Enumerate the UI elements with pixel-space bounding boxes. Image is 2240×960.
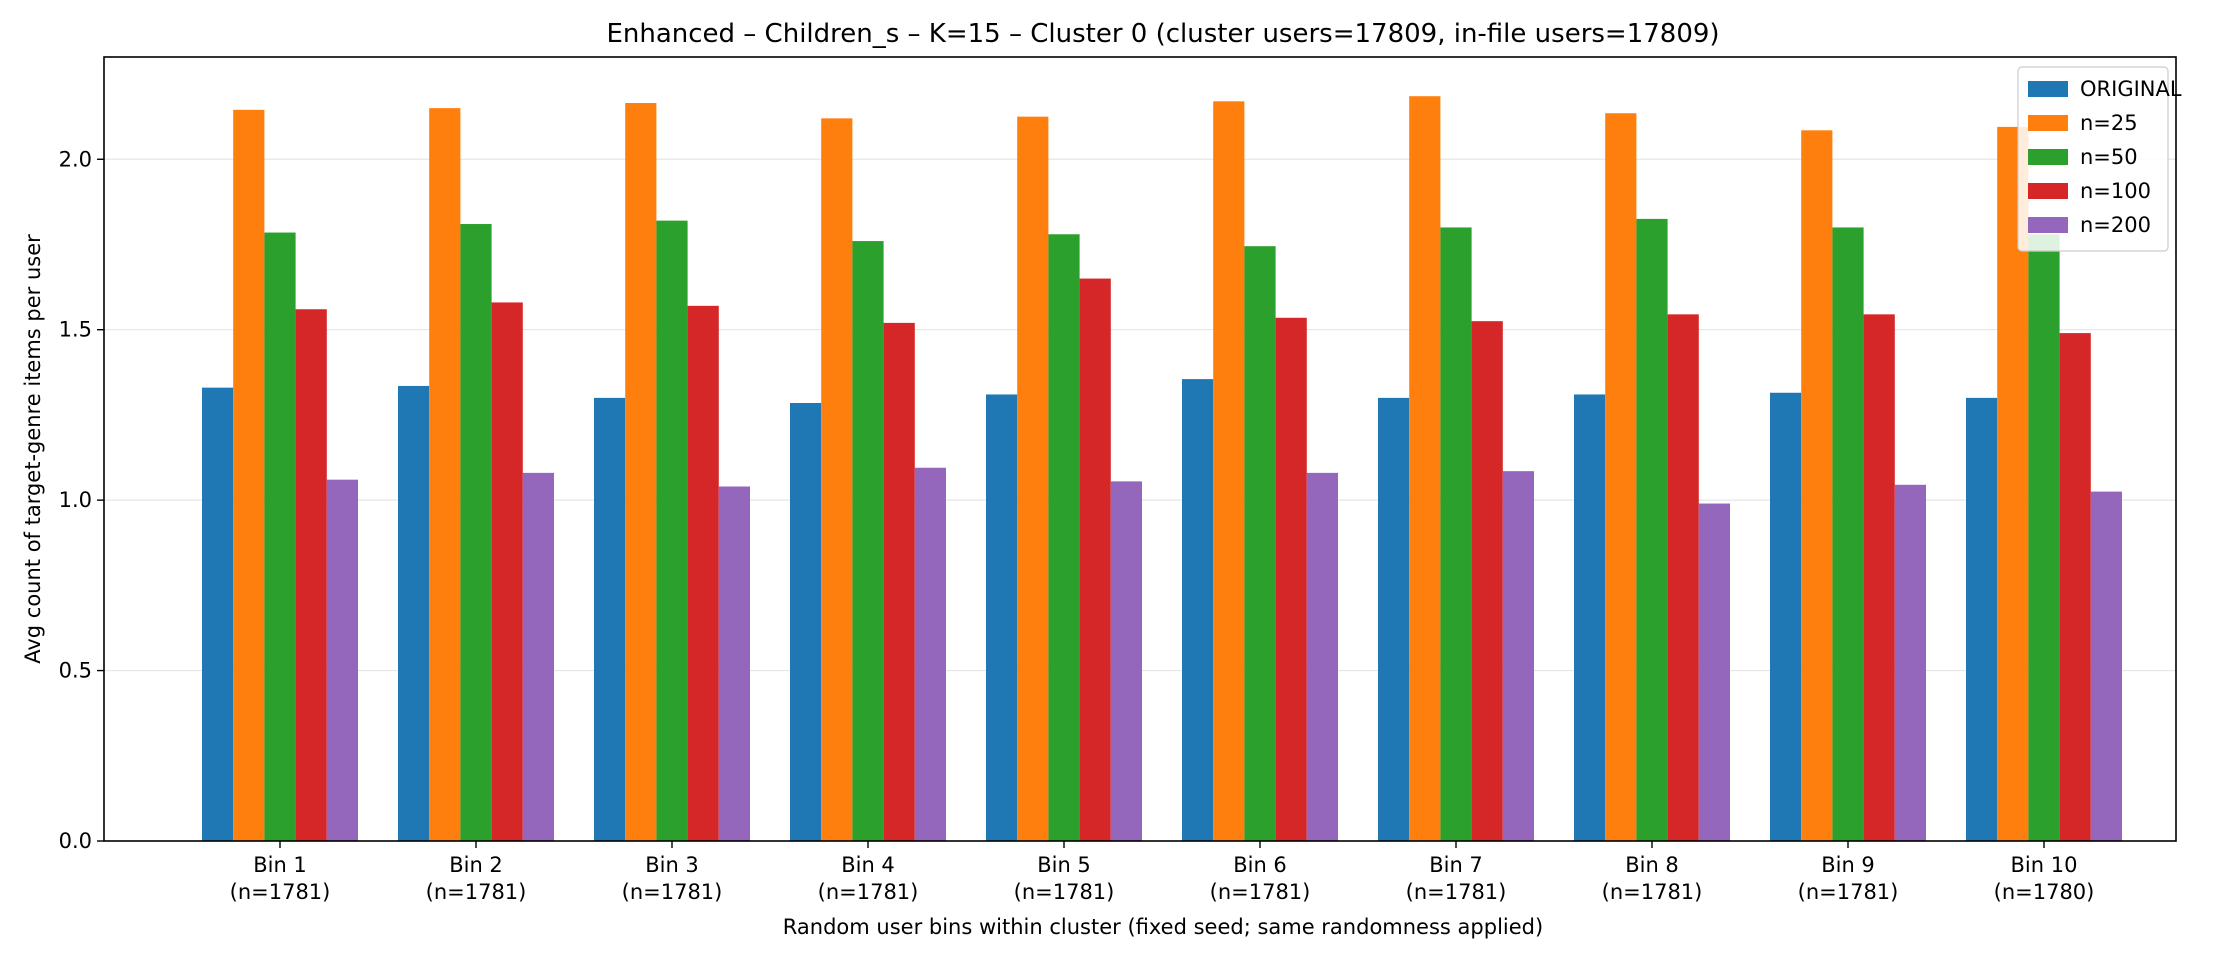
x-tick-sublabel: (n=1781): [230, 880, 331, 904]
x-tick-sublabel: (n=1781): [1014, 880, 1115, 904]
legend-label: ORIGINAL: [2080, 77, 2182, 101]
bar-n50-bin-2: [460, 224, 492, 841]
bar-n25-bin-1: [233, 109, 265, 842]
legend-swatch: [2028, 149, 2068, 165]
y-tick-label: 1.5: [59, 318, 92, 342]
bar-n50-bin-1: [264, 232, 296, 841]
bar-n100-bin-3: [687, 305, 719, 841]
legend-label: n=200: [2080, 213, 2151, 237]
legend-label: n=50: [2080, 145, 2138, 169]
x-tick-sublabel: (n=1781): [818, 880, 919, 904]
legend-swatch: [2028, 115, 2068, 131]
bar-original-bin-5: [986, 394, 1018, 841]
x-tick-label: Bin 5: [1037, 853, 1091, 877]
bar-n25-bin-4: [821, 118, 853, 842]
bar-n50-bin-5: [1048, 234, 1080, 841]
y-axis-label: Avg count of target-genre items per user: [21, 234, 45, 664]
x-tick-label: Bin 10: [2011, 853, 2078, 877]
bar-n100-bin-8: [1667, 314, 1699, 841]
bar-n25-bin-5: [1017, 116, 1049, 842]
bar-n50-bin-8: [1636, 218, 1668, 842]
bar-n100-bin-10: [2059, 333, 2091, 841]
bar-n25-bin-2: [429, 108, 461, 841]
x-tick-label: Bin 4: [841, 853, 895, 877]
x-tick-label: Bin 9: [1821, 853, 1875, 877]
bar-n25-bin-7: [1409, 96, 1441, 841]
bar-n25-bin-8: [1605, 113, 1637, 842]
x-tick-label: Bin 8: [1625, 853, 1679, 877]
bar-n100-bin-6: [1275, 317, 1307, 841]
x-tick-label: Bin 6: [1233, 853, 1287, 877]
bar-n50-bin-9: [1832, 227, 1864, 841]
chart-title: Enhanced – Children_s – K=15 – Cluster 0…: [606, 19, 1719, 49]
bar-original-bin-7: [1378, 397, 1410, 841]
bar-n200-bin-7: [1502, 471, 1534, 841]
y-axis: 0.0 0.5 1.0 1.5 2.0: [59, 147, 104, 853]
bar-original-bin-4: [790, 402, 822, 841]
x-tick-sublabel: (n=1781): [426, 880, 527, 904]
legend-label: n=25: [2080, 111, 2138, 135]
bar-n200-bin-5: [1110, 481, 1142, 841]
bar-n25-bin-6: [1213, 101, 1245, 841]
bar-n50-bin-7: [1440, 227, 1472, 841]
bar-original-bin-2: [398, 385, 430, 841]
bar-n50-bin-4: [852, 241, 884, 841]
x-tick-label: Bin 3: [645, 853, 699, 877]
x-tick-label: Bin 2: [449, 853, 503, 877]
bar-n50-bin-6: [1244, 246, 1276, 841]
bar-original-bin-9: [1770, 392, 1802, 841]
bars: [202, 96, 2122, 842]
y-tick-label: 0.0: [59, 829, 92, 853]
bar-n100-bin-4: [883, 322, 915, 841]
x-axis: Bin 1 (n=1781) Bin 2 (n=1781) Bin 3 (n=1781) B…: [230, 841, 2095, 904]
bar-n100-bin-7: [1471, 321, 1503, 841]
bar-original-bin-8: [1574, 394, 1606, 841]
x-tick-sublabel: (n=1780): [1994, 880, 2095, 904]
bar-n100-bin-9: [1863, 314, 1895, 841]
bar-n200-bin-3: [718, 486, 750, 841]
x-axis-label: Random user bins within cluster (fixed s…: [783, 915, 1543, 939]
legend-swatch: [2028, 217, 2068, 233]
bar-n50-bin-10: [2028, 234, 2060, 841]
x-tick-label: Bin 1: [253, 853, 307, 877]
bar-n100-bin-5: [1079, 278, 1111, 842]
plot-area-frame: [103, 56, 2177, 842]
legend-box: [2017, 66, 2169, 252]
legend: ORIGINAL n=25 n=50 n=100 n=200: [2017, 66, 2182, 252]
bar-n200-bin-6: [1306, 472, 1338, 841]
x-tick-sublabel: (n=1781): [1406, 880, 1507, 904]
bar-n200-bin-1: [326, 479, 358, 841]
bar-n100-bin-2: [491, 302, 523, 841]
bar-n50-bin-3: [656, 220, 688, 842]
x-tick-sublabel: (n=1781): [622, 880, 723, 904]
legend-label: n=100: [2080, 179, 2151, 203]
bar-n200-bin-2: [522, 472, 554, 841]
y-tick-label: 2.0: [59, 147, 92, 171]
x-tick-sublabel: (n=1781): [1210, 880, 1311, 904]
bar-original-bin-3: [594, 397, 626, 841]
bar-n200-bin-4: [914, 467, 946, 841]
bar-n25-bin-3: [625, 103, 657, 841]
x-tick-label: Bin 7: [1429, 853, 1483, 877]
legend-swatch: [2028, 183, 2068, 199]
x-tick-sublabel: (n=1781): [1602, 880, 1703, 904]
bar-original-bin-1: [202, 387, 234, 841]
y-tick-label: 1.0: [59, 488, 92, 512]
bar-n25-bin-9: [1801, 130, 1833, 841]
bar-n200-bin-8: [1698, 503, 1730, 841]
legend-swatch: [2028, 81, 2068, 97]
bar-original-bin-10: [1966, 397, 1998, 841]
x-tick-sublabel: (n=1781): [1798, 880, 1899, 904]
bar-n100-bin-1: [295, 309, 327, 841]
bar-n200-bin-9: [1894, 484, 1926, 841]
y-tick-label: 0.5: [59, 659, 92, 683]
bar-n200-bin-10: [2090, 491, 2122, 841]
bar-original-bin-6: [1182, 379, 1214, 841]
